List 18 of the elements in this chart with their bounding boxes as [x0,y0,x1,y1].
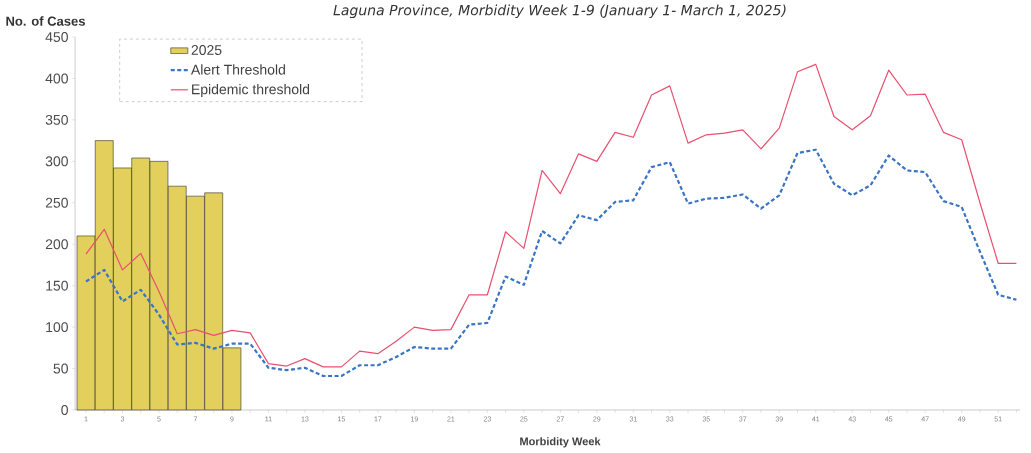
y-tick-label: 150 [46,280,68,291]
legend-label: 2025 [191,45,222,55]
y-axis-title: No. of Cases [6,16,85,26]
line-series [85,63,1018,368]
y-tick-label: 350 [45,114,68,125]
chart-title: Laguna Province, Morbidity Week 1-9 (January 1- March 1, 2025) [333,4,786,19]
legend-label: Alert Threshold [190,64,285,75]
y-tick-label: 200 [45,239,68,250]
y-tick-label: 100 [46,322,68,333]
y-tick-label: 400 [45,73,68,84]
y-tick-label: 450 [45,32,68,42]
y-tick-label: 50 [53,363,68,374]
x-axis-title: Morbidity Week [520,437,601,448]
line-series [84,148,1018,378]
y-tick-label: 300 [45,156,68,167]
y-tick-label: 0 [61,405,68,415]
legend-label: Epidemic threshold [192,83,310,98]
y-tick-label: 250 [45,197,68,208]
